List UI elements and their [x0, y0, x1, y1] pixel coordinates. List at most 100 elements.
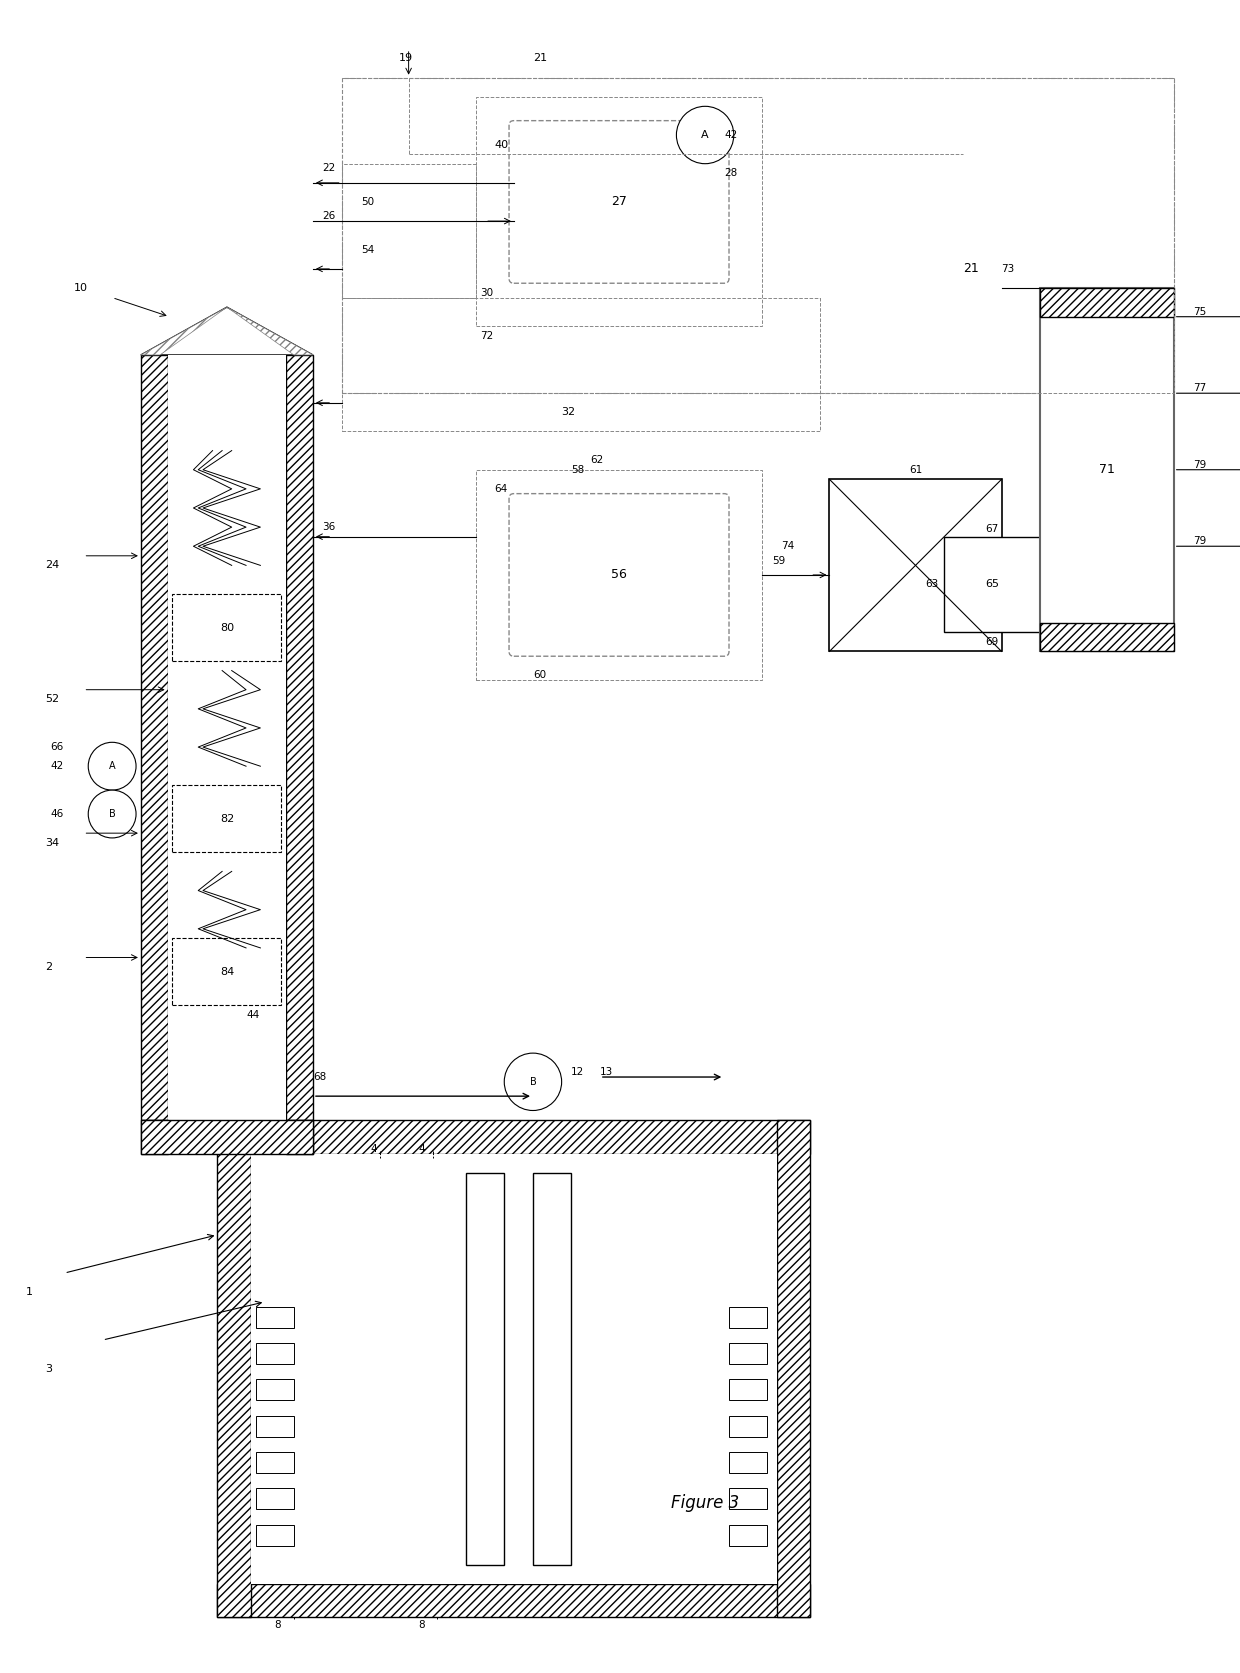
Text: 21: 21 — [963, 263, 980, 276]
Text: 54: 54 — [361, 244, 374, 254]
Text: 8: 8 — [275, 1619, 281, 1630]
Text: 77: 77 — [1193, 383, 1207, 393]
Text: 21: 21 — [533, 54, 547, 64]
Bar — [729, 1343, 768, 1363]
Text: 4: 4 — [371, 1144, 377, 1154]
Bar — [217, 1119, 250, 1618]
Bar — [141, 1119, 167, 1154]
Text: 79: 79 — [1193, 537, 1207, 547]
Bar — [830, 478, 1002, 651]
Text: 71: 71 — [1099, 463, 1115, 477]
Text: 42: 42 — [50, 761, 63, 771]
Bar — [1040, 288, 1174, 651]
Text: 26: 26 — [322, 211, 336, 221]
FancyBboxPatch shape — [510, 120, 729, 283]
Bar — [466, 1173, 505, 1564]
Text: 69: 69 — [986, 637, 998, 647]
Text: 4: 4 — [418, 1144, 425, 1154]
Text: 60: 60 — [533, 671, 546, 681]
Bar — [342, 164, 476, 298]
Text: 58: 58 — [572, 465, 584, 475]
Text: 73: 73 — [1002, 264, 1014, 274]
Text: 40: 40 — [495, 139, 508, 149]
Bar — [167, 1119, 286, 1154]
Text: 82: 82 — [219, 813, 234, 823]
Bar — [255, 1379, 294, 1400]
Text: 84: 84 — [219, 967, 234, 977]
Bar — [476, 97, 763, 326]
Text: 3: 3 — [45, 1363, 52, 1374]
Text: 56: 56 — [611, 569, 627, 582]
Text: A: A — [702, 130, 709, 141]
Bar — [172, 785, 281, 852]
Bar — [172, 594, 281, 661]
Bar — [255, 1489, 294, 1509]
Bar — [167, 355, 286, 1119]
Text: 62: 62 — [590, 455, 604, 465]
Text: 36: 36 — [322, 522, 336, 532]
Bar — [342, 298, 820, 432]
Circle shape — [676, 107, 734, 164]
Bar — [776, 1119, 810, 1618]
Text: 65: 65 — [985, 579, 999, 589]
Text: 66: 66 — [50, 743, 63, 753]
Text: 61: 61 — [909, 465, 923, 475]
Text: 68: 68 — [312, 1072, 326, 1082]
FancyBboxPatch shape — [510, 494, 729, 656]
Text: 22: 22 — [322, 164, 336, 174]
Bar — [286, 355, 312, 1119]
Text: 79: 79 — [1193, 460, 1207, 470]
Bar — [342, 77, 1174, 393]
Bar — [141, 1119, 312, 1154]
Polygon shape — [227, 308, 312, 355]
Text: 67: 67 — [986, 524, 998, 534]
Text: 32: 32 — [562, 407, 575, 417]
Bar — [255, 1524, 294, 1546]
Text: A: A — [109, 761, 115, 771]
Text: 46: 46 — [50, 810, 63, 820]
Bar — [217, 1584, 810, 1618]
Text: 64: 64 — [495, 483, 508, 494]
Text: 34: 34 — [45, 838, 60, 848]
Bar — [255, 1307, 294, 1328]
Text: 42: 42 — [724, 130, 738, 141]
Text: 52: 52 — [45, 694, 60, 704]
Circle shape — [88, 790, 136, 838]
Bar — [141, 355, 167, 1119]
Text: B: B — [529, 1077, 537, 1087]
Bar — [729, 1307, 768, 1328]
Bar — [255, 1415, 294, 1437]
Bar — [172, 939, 281, 1005]
Text: Figure 3: Figure 3 — [671, 1494, 739, 1512]
Bar — [255, 1452, 294, 1472]
Text: 75: 75 — [1193, 306, 1207, 316]
Bar — [476, 470, 763, 681]
Bar — [1040, 288, 1174, 316]
Bar — [944, 537, 1040, 632]
Text: 50: 50 — [361, 197, 374, 207]
Circle shape — [505, 1052, 562, 1111]
Text: 19: 19 — [399, 54, 413, 64]
Polygon shape — [141, 308, 227, 355]
Text: 74: 74 — [781, 542, 795, 550]
Bar — [533, 1173, 572, 1564]
Text: 2: 2 — [45, 962, 52, 972]
Text: 28: 28 — [724, 169, 738, 179]
Text: 13: 13 — [600, 1067, 613, 1077]
Text: 27: 27 — [611, 196, 627, 209]
Text: 80: 80 — [219, 622, 234, 632]
Bar — [729, 1379, 768, 1400]
Text: 72: 72 — [480, 331, 494, 341]
Text: 12: 12 — [572, 1067, 584, 1077]
Bar — [729, 1452, 768, 1472]
Text: B: B — [109, 810, 115, 820]
Text: 59: 59 — [773, 555, 785, 565]
Polygon shape — [141, 308, 312, 355]
Bar — [729, 1415, 768, 1437]
Circle shape — [88, 743, 136, 790]
Text: 1: 1 — [26, 1287, 33, 1297]
Bar — [255, 1343, 294, 1363]
Text: 63: 63 — [925, 579, 939, 589]
Text: 10: 10 — [74, 283, 88, 293]
Bar — [1040, 622, 1174, 651]
